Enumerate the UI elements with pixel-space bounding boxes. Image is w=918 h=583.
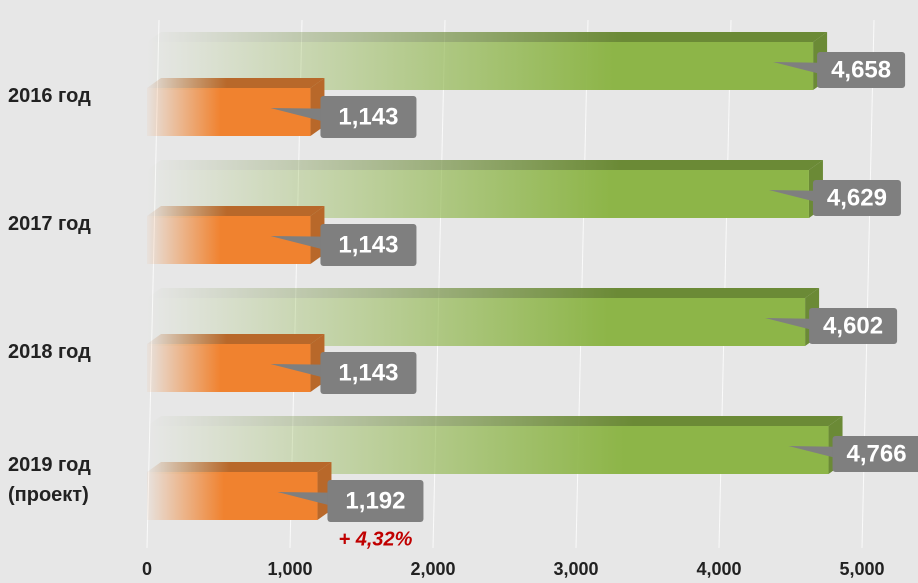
category-label: 2016 год — [8, 85, 91, 107]
value-label-box — [327, 480, 424, 522]
bar-top — [147, 288, 820, 298]
x-tick-label: 4,000 — [696, 559, 741, 579]
value-label-box — [809, 308, 898, 344]
x-tick-label: 0 — [142, 559, 152, 579]
label-pointer — [773, 62, 820, 74]
label-pointer — [765, 318, 812, 330]
label-pointer — [277, 492, 330, 506]
label-pointer — [270, 364, 323, 378]
value-label: 4,766 — [847, 440, 907, 467]
value-label: 1,192 — [345, 487, 405, 514]
category-label: 2019 год (проект) — [8, 454, 91, 506]
bar-top — [147, 32, 828, 42]
x-tick-label: 2,000 — [410, 559, 455, 579]
x-tick-label: 3,000 — [553, 559, 598, 579]
value-label-box — [817, 52, 906, 88]
category-label: 2017 год — [8, 213, 91, 235]
bar-top — [147, 206, 325, 216]
x-tick-label: 5,000 — [839, 559, 884, 579]
label-pointer — [270, 108, 323, 122]
category-label: 2018 год — [8, 341, 91, 363]
bar — [147, 344, 311, 392]
label-pointer — [270, 236, 323, 250]
bar-top — [147, 462, 332, 472]
x-tick-label: 1,000 — [267, 559, 312, 579]
bar-top — [147, 78, 325, 88]
value-label: 4,658 — [831, 56, 891, 83]
bar — [147, 216, 311, 264]
value-label: 1,143 — [338, 359, 398, 386]
value-label: 4,629 — [827, 184, 887, 211]
bar — [147, 472, 318, 520]
annotation: + 4,32% — [338, 528, 412, 550]
bar-top — [147, 416, 843, 426]
bar-top — [147, 160, 823, 170]
label-pointer — [768, 190, 815, 202]
value-label-box — [832, 436, 918, 472]
value-label-box — [320, 352, 417, 394]
value-label: 4,602 — [823, 312, 883, 339]
value-label: 1,143 — [338, 231, 398, 258]
value-label-box — [320, 96, 417, 138]
bar-top — [147, 334, 325, 344]
value-label-box — [812, 180, 901, 216]
value-label-box — [320, 224, 417, 266]
bar — [147, 88, 311, 136]
value-label: 1,143 — [338, 103, 398, 130]
label-pointer — [788, 446, 835, 458]
